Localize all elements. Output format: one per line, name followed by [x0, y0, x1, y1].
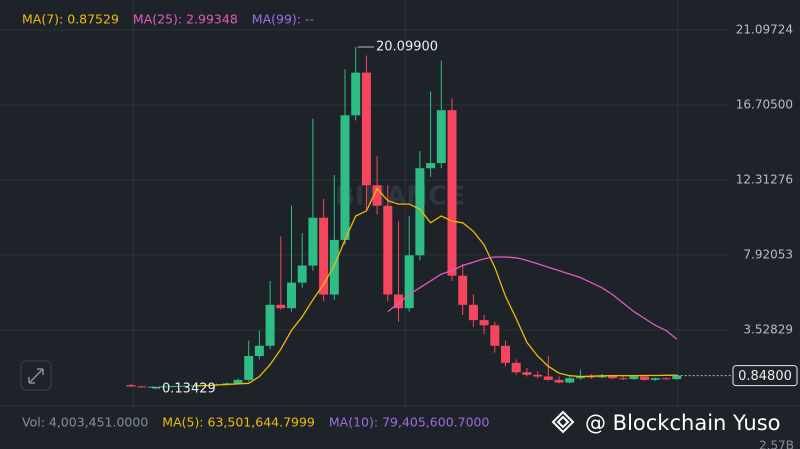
candle-body [329, 239, 339, 295]
candle-body [511, 362, 521, 373]
y-tick-label: 3.52829 [743, 322, 793, 336]
credit: @ Blockchain Yuso [551, 410, 781, 435]
candle-body [479, 320, 489, 326]
candle-body [319, 217, 329, 295]
candle-body [233, 379, 243, 384]
candle-body [308, 217, 318, 266]
last-price-label: 0.84800 [738, 369, 792, 384]
candle-body [383, 205, 393, 295]
candle-body [361, 72, 371, 186]
candle-body [158, 386, 168, 388]
last-price-box [732, 365, 798, 387]
candle-body [265, 304, 275, 346]
plot: 21.09724 16.70500 12.31276 7.92053 3.52829 20… [0, 22, 798, 396]
volume-text: Vol: 4,003,451.0000 [22, 415, 148, 430]
candle-body [640, 376, 650, 380]
candle-body [415, 168, 425, 256]
candle-body [404, 255, 414, 309]
expand-button[interactable] [20, 360, 52, 391]
high-label: 20.09900 [376, 39, 438, 54]
candle-body [297, 265, 307, 283]
credit-text: @ Blockchain Yuso [585, 411, 781, 435]
candle-body [554, 379, 564, 383]
candle-body [137, 386, 147, 388]
candle-body [340, 115, 350, 240]
candle-body [180, 385, 189, 387]
candle-body [244, 356, 254, 380]
candle-body [490, 325, 500, 346]
candle-body [436, 110, 446, 164]
y-tick-label: 7.92053 [743, 247, 793, 261]
candle-body [447, 110, 457, 276]
candle-body [276, 304, 286, 309]
candle-body [575, 376, 585, 379]
candle-body [126, 385, 136, 387]
credit-icon [551, 410, 575, 434]
volume-text: MA(5): 63,501,644.7999 [162, 415, 315, 430]
candle-body [586, 376, 596, 378]
candle-body [468, 304, 478, 321]
candle-body [565, 378, 575, 383]
candle-body [522, 372, 532, 375]
ma-line [195, 187, 677, 387]
candle-body [608, 375, 617, 379]
y-tick-label: 12.31276 [736, 172, 793, 186]
candle-body [458, 275, 468, 305]
candle-body [147, 386, 157, 388]
candle-body [351, 72, 361, 116]
candle-body [169, 386, 179, 388]
candle-body [254, 345, 264, 357]
candle-body [618, 378, 628, 380]
legend-entry: MA(99): -- [252, 12, 314, 27]
candle-body [629, 376, 639, 380]
y-tick-label: 16.70500 [736, 97, 793, 111]
expand-icon [28, 368, 44, 384]
candle-body [533, 374, 543, 377]
candle-body [650, 378, 660, 380]
candle-body [394, 294, 403, 309]
candle-body [426, 163, 436, 169]
candle-body [372, 185, 382, 206]
candle-body [672, 375, 682, 380]
volume-text: MA(10): 79,405,600.7000 [329, 415, 490, 430]
y-tick-label: 21.09724 [736, 22, 793, 36]
legend-entry: MA(25): 2.99348 [133, 12, 238, 27]
candle-body [222, 383, 232, 385]
candle-body [543, 376, 553, 380]
volume-axis-label: 2.57B [759, 439, 794, 449]
candle-body [597, 375, 607, 378]
watermark: BINANCE [335, 182, 465, 212]
candle-body [501, 345, 510, 363]
candle-body [287, 282, 296, 309]
legend-entry: MA(7): 0.87529 [22, 12, 119, 27]
low-label: 0.13429 [162, 381, 216, 396]
ma-line [387, 256, 678, 340]
candle-body [661, 378, 671, 380]
